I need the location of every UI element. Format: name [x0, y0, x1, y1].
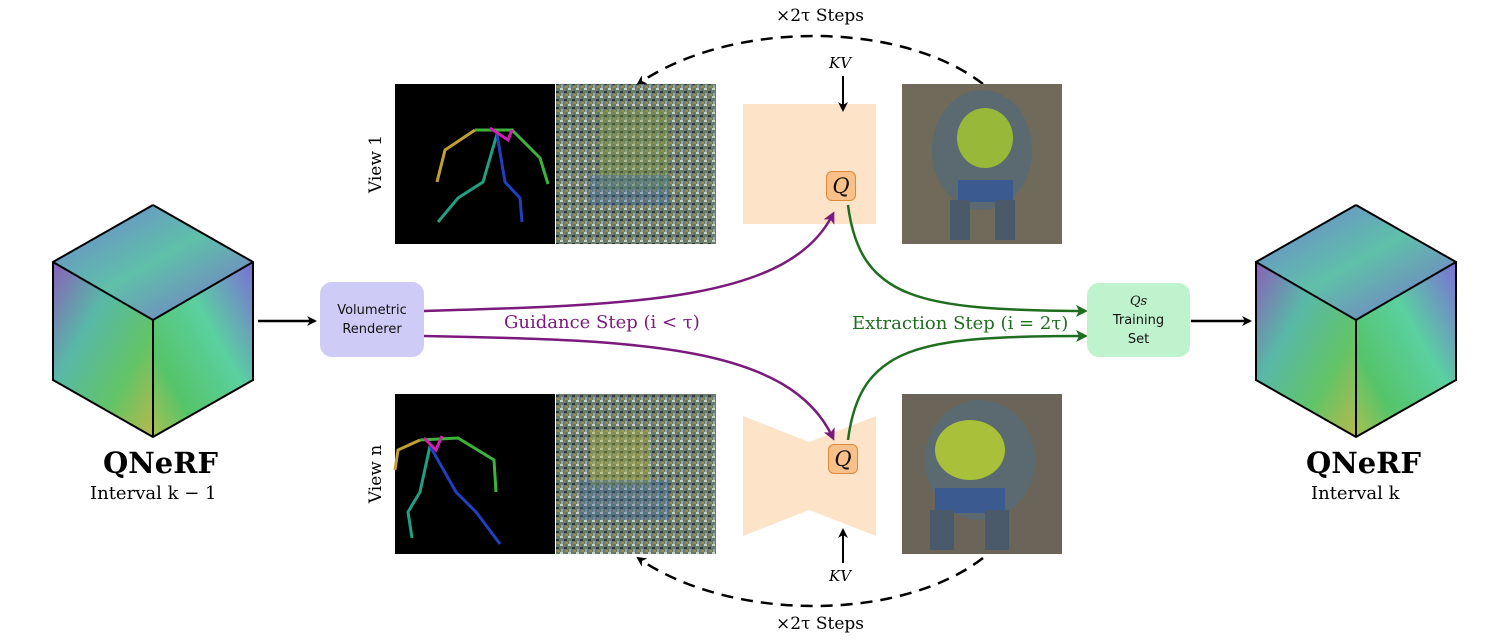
viewn-pose-image	[395, 394, 555, 554]
q-top-text: Q	[832, 174, 849, 198]
right-qnerf-subtitle: Interval k	[1311, 483, 1399, 504]
guidance-step-label: Guidance Step (i < τ)	[504, 312, 700, 333]
left-qnerf-cube	[53, 205, 253, 437]
training-line2: Training	[1113, 311, 1164, 330]
top-loop-label: ×2τ Steps	[776, 6, 864, 26]
left-qnerf-title: QNeRF	[103, 446, 218, 480]
bottom-loop-arrow	[638, 558, 983, 606]
renderer-line2: Renderer	[337, 320, 407, 339]
right-qnerf-title: QNeRF	[1306, 446, 1421, 480]
kv-top-label: KV	[829, 54, 851, 72]
training-line1: Qs	[1113, 292, 1164, 311]
q-badge-top: Q	[826, 171, 856, 201]
right-qnerf-cube	[1256, 205, 1456, 437]
training-line3: Set	[1113, 330, 1164, 349]
view1-pose-image	[395, 84, 555, 244]
training-set-box: Qs Training Set	[1087, 283, 1190, 357]
q-badge-bottom: Q	[828, 444, 858, 474]
renderer-line1: Volumetric	[337, 301, 407, 320]
extraction-step-label: Extraction Step (i = 2τ)	[852, 313, 1068, 334]
bottom-loop-label: ×2τ Steps	[776, 614, 864, 634]
viewn-label: View n	[366, 445, 386, 503]
left-qnerf-subtitle: Interval k − 1	[90, 483, 216, 504]
top-loop-arrow	[638, 36, 983, 84]
view1-label: View 1	[366, 135, 386, 193]
volumetric-renderer-box: Volumetric Renderer	[320, 282, 424, 357]
q-bottom-text: Q	[834, 447, 851, 471]
kv-bottom-label: KV	[829, 567, 851, 585]
unet-shape-bottom	[743, 416, 876, 536]
